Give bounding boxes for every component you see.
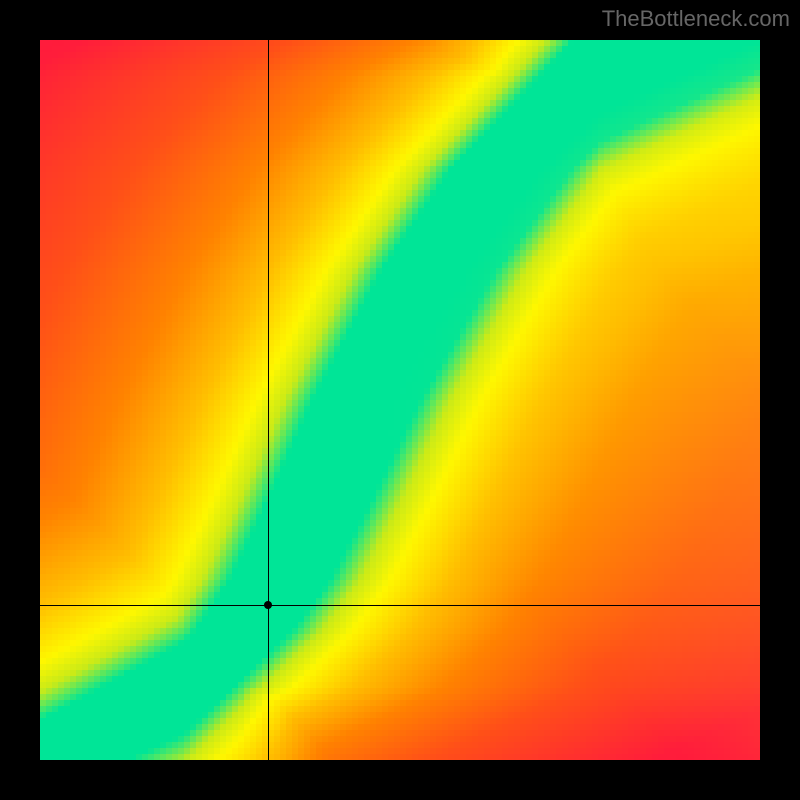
crosshair-horizontal-line: [40, 605, 760, 606]
watermark-text: TheBottleneck.com: [602, 6, 790, 32]
crosshair-marker-dot: [264, 601, 272, 609]
plot-area: [40, 40, 760, 760]
crosshair-vertical-line: [268, 40, 269, 760]
chart-container: TheBottleneck.com: [0, 0, 800, 800]
bottleneck-heatmap: [40, 40, 760, 760]
